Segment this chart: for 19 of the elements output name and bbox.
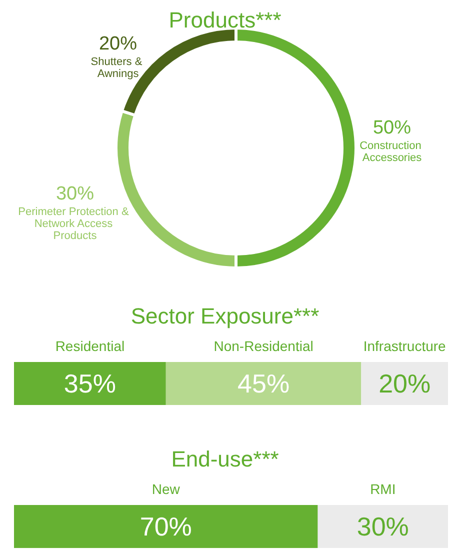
data-label: 30% (56, 184, 94, 204)
chart-title: Products*** (168, 8, 282, 32)
data-label: 20% (98, 34, 138, 54)
series-label: Residential (55, 338, 125, 354)
slice-label: Shutters & Awnings (90, 56, 146, 80)
data-label: 35% (64, 368, 116, 398)
series-label: Infrastructure (363, 338, 446, 354)
data-label: 20% (378, 368, 431, 398)
data-label: 45% (238, 368, 290, 398)
slice-label: Perimeter Protection & Network Access Products (18, 206, 132, 242)
series-label: RMI (370, 481, 396, 497)
data-label: 30% (356, 512, 409, 542)
series-label: New (152, 481, 181, 497)
chart-title: Sector Exposure*** (130, 304, 320, 328)
slice-label: Construction Accessories (360, 140, 424, 164)
data-label: 50% (372, 118, 412, 138)
data-label: 70% (140, 512, 192, 542)
series-label: Non-Residential (214, 338, 314, 354)
chart-title: End-use*** (171, 446, 280, 472)
